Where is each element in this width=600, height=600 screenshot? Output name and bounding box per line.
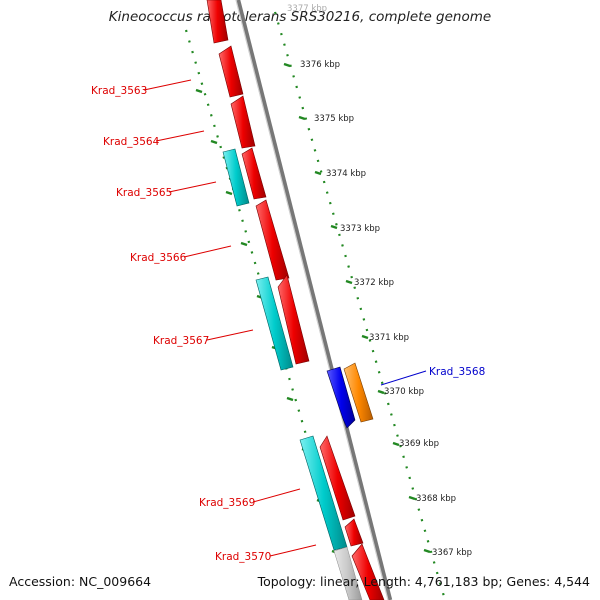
- ruler-label: 3367 kbp: [432, 548, 472, 558]
- cds-arrow-orange: [343, 362, 374, 423]
- ruler-label: 3371 kbp: [369, 333, 409, 343]
- cds-arrow-blue: [326, 366, 356, 429]
- gene-label-krad-3568: Krad_3568: [429, 366, 485, 378]
- gene-label-krad-3566: Krad_3566: [130, 252, 187, 264]
- cds-arrow: [255, 199, 290, 281]
- gene-label-krad-3569: Krad_3569: [199, 497, 255, 509]
- cds-arrow: [241, 147, 267, 200]
- cds-arrow: [319, 435, 356, 521]
- cds-arrow: [230, 95, 256, 149]
- cds-block: [206, 0, 229, 44]
- cds-arrow: [351, 543, 385, 600]
- cds-arrow: [277, 274, 310, 365]
- ruler-label: 3372 kbp: [354, 278, 394, 288]
- cds-arrow: [218, 45, 244, 98]
- map-title: Kineococcus radiotolerans SRS30216, comp…: [108, 9, 492, 25]
- cds-block-gray: [333, 546, 363, 600]
- ruler-label: 3376 kbp: [300, 60, 340, 70]
- gene-label-krad-3570: Krad_3570: [215, 551, 271, 563]
- ruler-label: 3373 kbp: [340, 224, 380, 234]
- gene-label-krad-3563: Krad_3563: [91, 85, 147, 97]
- gene-label-krad-3565: Krad_3565: [116, 187, 172, 199]
- gene-label-krad-3567: Krad_3567: [153, 335, 209, 347]
- cds-block: [255, 276, 294, 371]
- ruler-label: 3375 kbp: [314, 114, 354, 124]
- right-guide-line: [273, 11, 447, 600]
- ruler-label: 3374 kbp: [326, 169, 366, 179]
- ruler-label: 3370 kbp: [384, 387, 424, 397]
- gene-label-krad-3564: Krad_3564: [103, 136, 160, 148]
- right-guide-ticks: [283, 62, 431, 554]
- cds-track-red: [206, 0, 385, 600]
- ruler-label: 3368 kbp: [416, 494, 456, 504]
- accession-text: Accession: NC_009664: [9, 574, 152, 589]
- ruler-label: 3377 kbp: [287, 4, 327, 14]
- label-leaders: [143, 79, 427, 557]
- cds-track-cyan: [222, 148, 348, 551]
- genome-backbone-highlight: [235, 0, 389, 600]
- cds-block: [222, 148, 250, 207]
- genome-summary-text: Topology: linear; Length: 4,761,183 bp; …: [257, 574, 590, 589]
- cds-arrow: [344, 518, 364, 547]
- genome-backbone: [235, 0, 393, 600]
- ruler-label: 3369 kbp: [399, 439, 439, 449]
